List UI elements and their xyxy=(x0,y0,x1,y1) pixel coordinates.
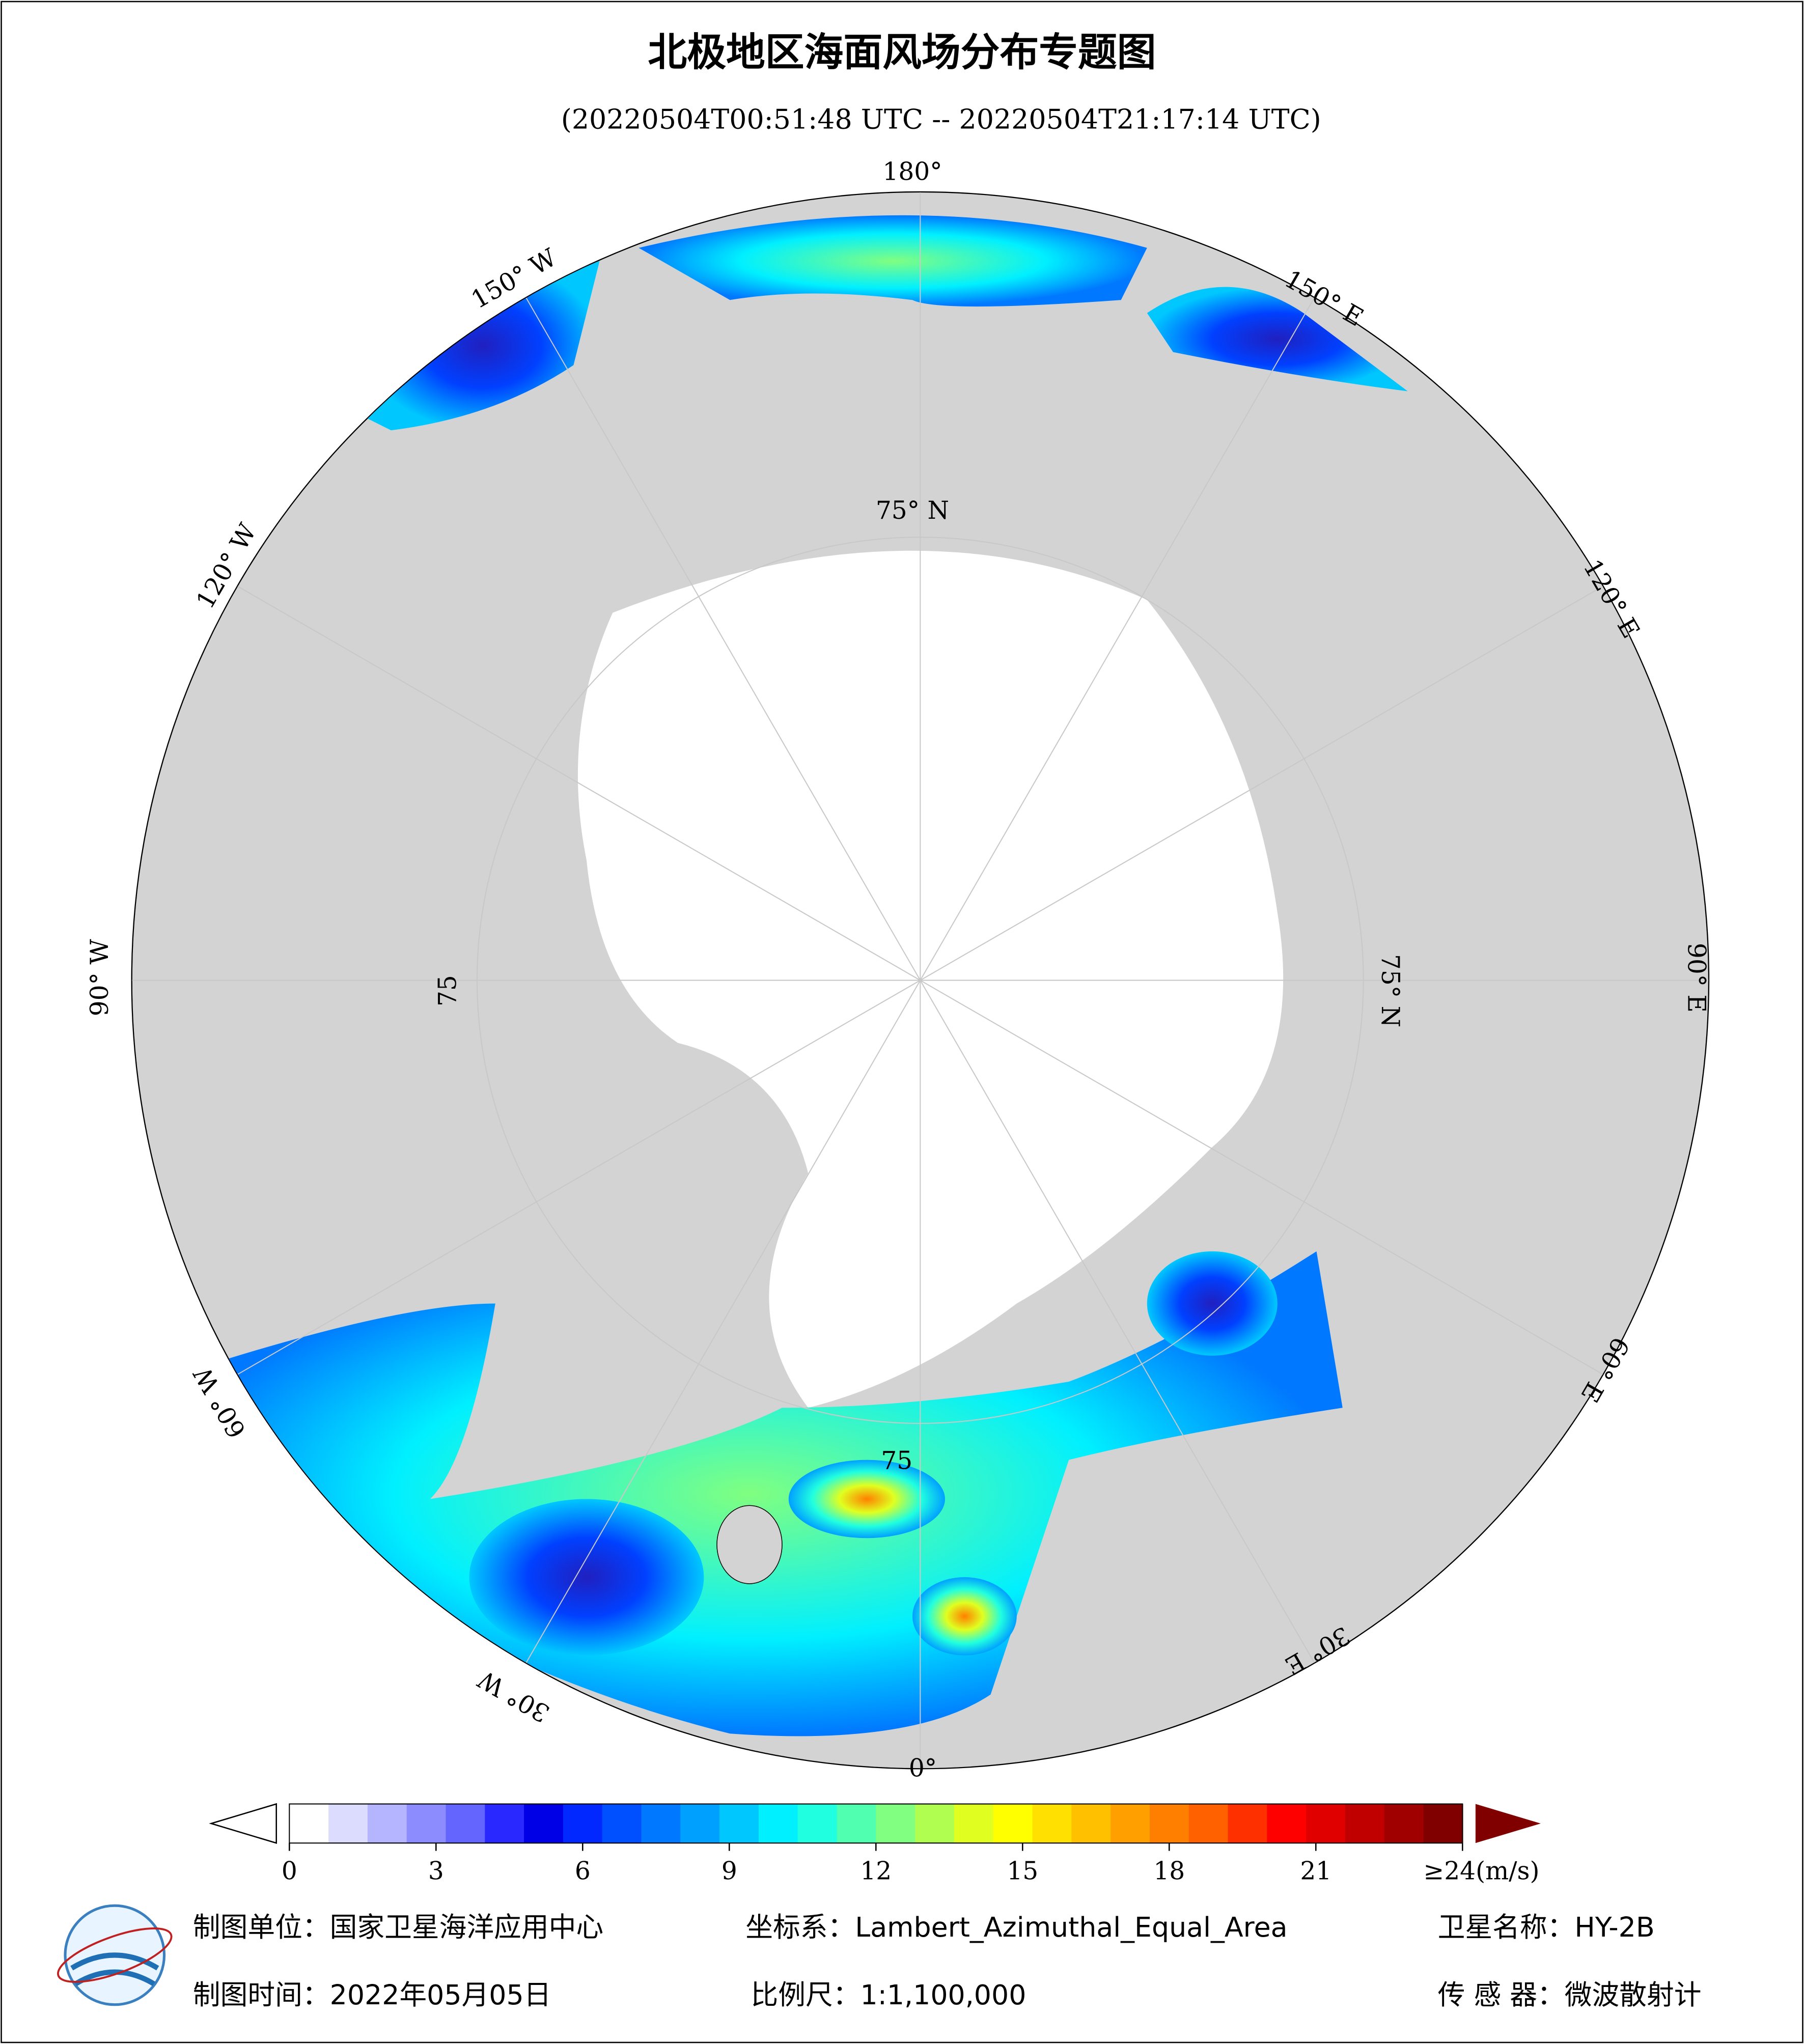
colorbar-swatch xyxy=(1345,1804,1385,1843)
meridian xyxy=(525,980,921,1664)
meridian xyxy=(237,979,921,1375)
colorbar-swatch xyxy=(1071,1804,1112,1843)
colorbar-swatch xyxy=(1423,1804,1463,1843)
footer: 制图单位：国家卫星海洋应用中心 坐标系：Lambert_Azimuthal_Eq… xyxy=(193,1911,1702,2011)
colorbar-swatch xyxy=(524,1804,564,1843)
colorbar-swatch xyxy=(680,1804,720,1843)
colorbar-swatch xyxy=(1267,1804,1307,1843)
wind-field xyxy=(1147,287,1408,391)
colorbar-swatch xyxy=(837,1804,877,1843)
colorbar-tick-label: 21 xyxy=(1300,1857,1331,1886)
colorbar-tick-label: 15 xyxy=(1007,1857,1038,1886)
colorbar-swatch xyxy=(1188,1804,1229,1843)
colorbar-swatch xyxy=(1149,1804,1189,1843)
colorbar-swatch xyxy=(993,1804,1033,1843)
colorbar-swatch xyxy=(954,1804,994,1843)
colorbar-tick-label: 0 xyxy=(282,1857,297,1886)
colorbar-swatch xyxy=(367,1804,407,1843)
colorbar-max-arrow xyxy=(1475,1804,1541,1843)
colorbar: 0 3 6 9 12 15 18 21 ≥24(m/s) xyxy=(282,1803,1540,1886)
graticule-label: 90° E xyxy=(1682,943,1710,1013)
colorbar-swatch xyxy=(915,1804,955,1843)
scale: 比例尺：1:1,100,000 xyxy=(751,1979,1026,2011)
meridian xyxy=(920,979,1604,1375)
graticule-label: 180° xyxy=(882,157,942,186)
colorbar-swatch xyxy=(289,1804,329,1843)
wind-field xyxy=(912,1577,1017,1656)
wind-field xyxy=(469,1499,704,1656)
colorbar-swatch xyxy=(758,1804,798,1843)
colorbar-swatch xyxy=(328,1804,369,1843)
wind-field xyxy=(365,261,600,431)
graticule-label: 75° N xyxy=(1376,954,1404,1027)
colorbar-swatch xyxy=(485,1804,525,1843)
meridian xyxy=(237,585,921,981)
colorbar-swatch xyxy=(446,1804,486,1843)
iceland xyxy=(716,1505,783,1584)
colorbar-swatch xyxy=(719,1804,760,1843)
meridian xyxy=(920,980,1315,1664)
meridian xyxy=(525,297,921,981)
colorbar-tick-label: 18 xyxy=(1153,1857,1185,1886)
colorbar-swatch xyxy=(1384,1804,1424,1843)
map-date: 制图时间：2022年05月05日 xyxy=(193,1979,551,2011)
map xyxy=(131,191,1709,1769)
wind-field xyxy=(1147,1251,1278,1356)
graticule xyxy=(131,191,1709,1769)
graticule-label: 0° xyxy=(909,1754,937,1782)
colorbar-swatch xyxy=(406,1804,447,1843)
colorbar-swatch xyxy=(602,1804,642,1843)
meridian xyxy=(920,585,1604,981)
colorbar-swatch xyxy=(797,1804,838,1843)
wind-field xyxy=(639,215,1147,307)
wind-field xyxy=(788,1460,945,1538)
subtitle: (20220504T00:51:48 UTC -- 20220504T21:17… xyxy=(561,103,1321,135)
graticule-label: 75 xyxy=(881,1446,912,1475)
colorbar-tick-label: 3 xyxy=(428,1857,444,1886)
colorbar-swatch xyxy=(1306,1804,1346,1843)
logo xyxy=(57,1904,173,2006)
colorbar-swatch xyxy=(1111,1804,1151,1843)
graticule-label: 90° W xyxy=(86,939,114,1017)
colorbar-swatch xyxy=(876,1804,916,1843)
colorbar-swatch xyxy=(1032,1804,1072,1843)
colorbar-min-arrow xyxy=(209,1803,277,1844)
map-unit: 制图单位：国家卫星海洋应用中心 xyxy=(193,1911,603,1943)
map-border xyxy=(131,191,1710,1770)
projection: 坐标系：Lambert_Azimuthal_Equal_Area xyxy=(745,1911,1287,1943)
satellite: 卫星名称：HY-2B xyxy=(1438,1911,1655,1943)
colorbar-tick-label: ≥24(m/s) xyxy=(1423,1857,1539,1886)
sensor: 传 感 器：微波散射计 xyxy=(1438,1979,1702,2011)
graticule-label: 75° N xyxy=(876,496,949,525)
colorbar-tick-label: 12 xyxy=(860,1857,892,1886)
arctic-ocean xyxy=(577,550,1284,1408)
title: 北极地区海面风场分布专题图 xyxy=(648,30,1156,75)
graticule-label: 75 xyxy=(434,975,462,1006)
colorbar-swatch xyxy=(1228,1804,1268,1843)
colorbar-swatch xyxy=(641,1804,681,1843)
colorbar-tick-label: 6 xyxy=(575,1857,591,1886)
meridian xyxy=(920,297,1315,981)
colorbar-swatch xyxy=(563,1804,603,1843)
colorbar-tick-label: 9 xyxy=(721,1857,737,1886)
